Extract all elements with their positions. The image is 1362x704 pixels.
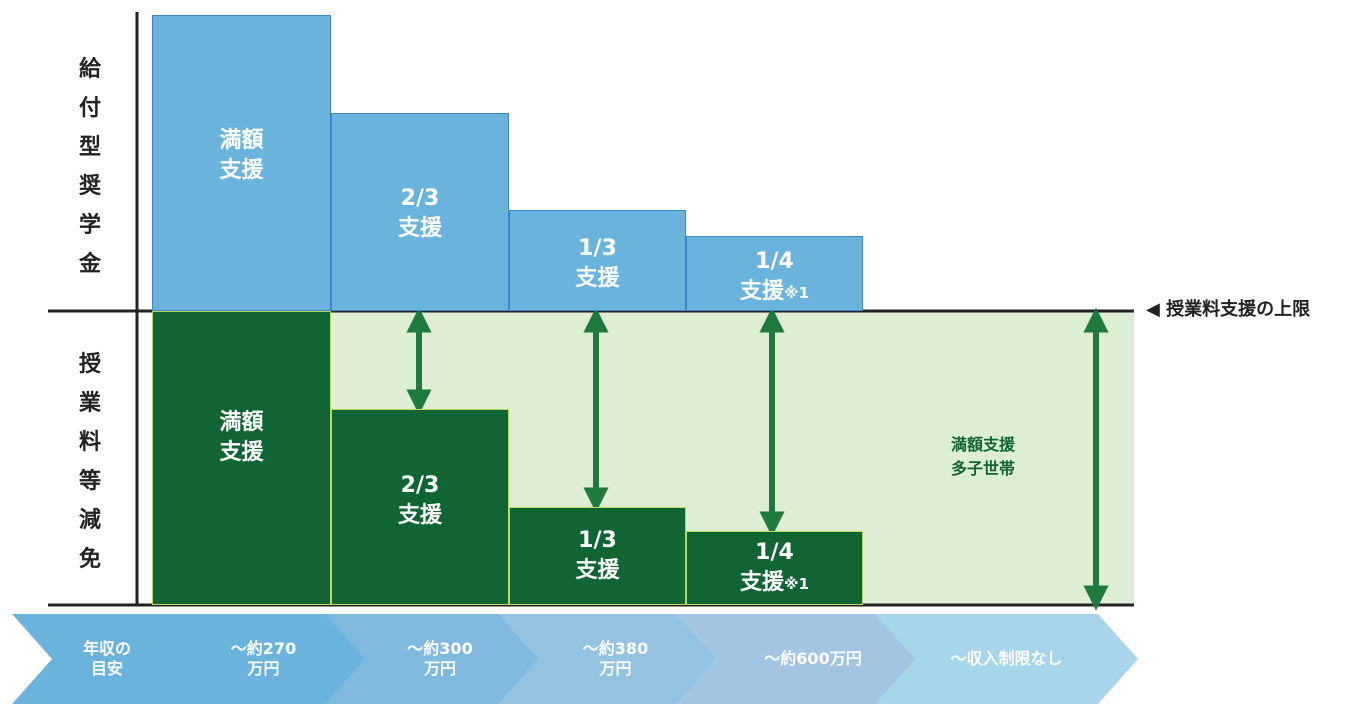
scholarship-two-thirds: 2/3 支援 <box>331 113 509 311</box>
box-line: 1/4 <box>755 539 794 565</box>
side-char: 金 <box>78 252 101 277</box>
chevron-line: 万円 <box>423 659 456 678</box>
box-line-text: 支援 <box>739 279 784 304</box>
chevron-300 <box>325 614 555 704</box>
box-line: 支援※1 <box>740 568 809 599</box>
box-line: 満額 <box>219 128 264 153</box>
box-line: 支援 <box>575 558 620 583</box>
scholarship-one-third: 1/3 支援 <box>509 210 686 311</box>
box-line: 2/3 <box>400 473 440 498</box>
chevron-line: 万円 <box>599 659 632 678</box>
footnote-mark: ※1 <box>783 574 810 593</box>
side-char: 料 <box>78 430 101 455</box>
side-char: 授 <box>78 352 101 377</box>
side-char: 等 <box>78 469 101 494</box>
chevron-line: 年収の <box>82 639 131 658</box>
chevron-380 <box>498 614 733 704</box>
box-line: 支援※1 <box>740 277 809 308</box>
income-600-text: ～約600万円 <box>716 614 910 704</box>
box-line: 支援 <box>219 158 264 183</box>
box-line: 満額 <box>219 410 264 435</box>
box-line-text: 支援 <box>739 569 784 595</box>
chevron-line: ～約380 <box>582 639 649 658</box>
side-char: 奨 <box>78 174 101 199</box>
scholarship-one-quarter: 1/4 支援※1 <box>686 236 863 311</box>
chevron-600 <box>676 614 950 704</box>
chevron-unlimited <box>875 614 1138 704</box>
chevron-line: ～約600万円 <box>764 649 862 668</box>
chevron-income-label <box>12 614 202 704</box>
chevron-line: 目安 <box>90 659 123 678</box>
chevron-line: 万円 <box>247 659 280 678</box>
side-char: 減 <box>78 508 101 533</box>
income-label-text: 年収の 目安 <box>52 614 162 704</box>
box-line: 2/3 <box>400 186 440 211</box>
box-line: 支援 <box>397 503 442 528</box>
tuition-limit-label: ◀ 授業料支援の上限 <box>1146 299 1311 320</box>
tuition-one-third: 1/3 支援 <box>509 507 686 605</box>
box-line: 支援 <box>397 216 442 241</box>
chevron-270 <box>145 614 382 704</box>
tuition-side-label: 授 業 料 等 減 免 <box>60 345 120 579</box>
income-380-text: ～約380 万円 <box>538 614 693 704</box>
side-char: 付 <box>78 96 101 121</box>
chevron-line: ～約270 <box>230 639 297 658</box>
scholarship-full: 満額 支援 <box>152 15 331 311</box>
footnote-mark: ※1 <box>783 284 810 302</box>
multi-child-line: 多子世帯 <box>950 459 1015 478</box>
box-line: 1/3 <box>578 528 617 553</box>
chevron-line: ～約300 <box>407 639 473 658</box>
box-line: 1/3 <box>578 235 617 261</box>
multi-child-label: 満額支援 多子世帯 <box>918 433 1048 481</box>
box-line: 支援 <box>575 265 620 291</box>
multi-child-line: 満額支援 <box>950 435 1015 454</box>
income-270-text: ～約270 万円 <box>185 614 342 704</box>
side-char: 免 <box>78 547 101 572</box>
income-300-text: ～約300 万円 <box>365 614 515 704</box>
side-char: 業 <box>78 391 101 416</box>
side-char: 給 <box>78 57 101 82</box>
tuition-one-quarter: 1/4 支援※1 <box>686 531 863 605</box>
tuition-full: 満額 支援 <box>152 311 331 605</box>
side-char: 型 <box>78 135 101 160</box>
tuition-two-thirds: 2/3 支援 <box>331 409 509 605</box>
scholarship-side-label: 給 付 型 奨 学 金 <box>60 50 120 284</box>
income-unlimited-text: ～収入制限なし <box>915 614 1098 704</box>
chevron-line: ～収入制限なし <box>950 649 1063 668</box>
side-char: 学 <box>78 213 101 238</box>
box-line: 1/4 <box>755 249 794 274</box>
box-line: 支援 <box>219 440 264 465</box>
